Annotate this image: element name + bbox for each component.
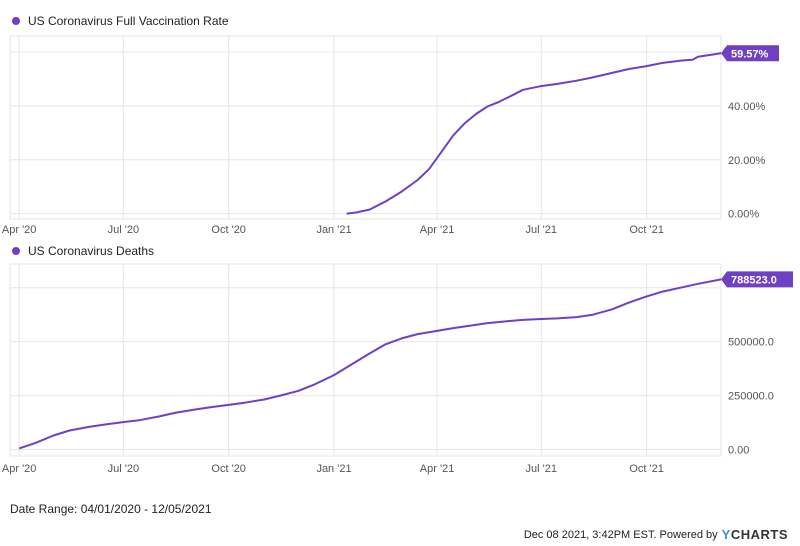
legend-dot-icon [12, 17, 20, 25]
x-tick-label: Oct '20 [211, 463, 246, 475]
legend-label: US Coronavirus Deaths [28, 244, 155, 258]
last-value-label: 59.57% [731, 48, 769, 60]
plot-area [9, 35, 722, 220]
vaccination-line-chart: Apr '20 Jul '20 Oct '20 Jan '21 Apr '21 Jul '… [2, 35, 779, 236]
deaths-line-chart: Apr '20 Jul '20 Oct '20 Jan '21 Apr '21 Jul '… [2, 263, 793, 475]
logo-y: Y [721, 527, 731, 542]
x-tick-label: Oct '21 [629, 224, 664, 236]
legend-deaths: US Coronavirus Deaths [12, 244, 154, 258]
series-line [18, 278, 722, 450]
x-tick-label: Apr '21 [420, 463, 455, 475]
credit-text: Dec 08 2021, 3:42PM EST. Powered by [523, 528, 718, 541]
legend-vaccination: US Coronavirus Full Vaccination Rate [12, 14, 229, 28]
y-tick-label: 500000.0 [728, 337, 774, 349]
footer-credit: Dec 08 2021, 3:42PM EST. Powered by YCHA… [524, 527, 788, 542]
x-tick-label: Oct '20 [211, 224, 246, 236]
plot-area [9, 263, 722, 457]
ycharts-logo[interactable]: YCHARTS [722, 527, 788, 542]
x-tick-label: Jul '21 [526, 463, 557, 475]
vaccination-chart-panel: US Coronavirus Full Vaccination Rate Apr… [0, 0, 800, 240]
deaths-chart-panel: US Coronavirus Deaths Apr '20 Jul '20 Oct … [0, 240, 800, 480]
last-value-tag [721, 45, 779, 62]
x-tick-label: Jul '20 [108, 224, 139, 236]
x-tick-label: Jan '21 [316, 463, 351, 475]
x-tick-label: Apr '20 [2, 224, 37, 236]
last-value-tag [721, 271, 793, 288]
logo-rest: CHARTS [730, 527, 788, 542]
x-tick-label: Oct '21 [629, 463, 664, 475]
legend-dot-icon [12, 247, 20, 255]
x-tick-label: Jul '21 [526, 224, 557, 236]
series-line [346, 52, 722, 215]
last-value-label: 788523.0 [731, 274, 777, 286]
date-range-label: Date Range: 04/01/2020 - 12/05/2021 [10, 502, 212, 516]
x-tick-label: Jan '21 [316, 224, 351, 236]
y-tick-label: 250000.0 [728, 391, 774, 403]
y-tick-label: 20.00% [728, 155, 766, 167]
x-tick-label: Apr '21 [420, 224, 455, 236]
x-tick-label: Jul '20 [108, 463, 139, 475]
y-tick-label: 0.00 [728, 445, 749, 457]
legend-label: US Coronavirus Full Vaccination Rate [28, 14, 229, 28]
x-tick-label: Apr '20 [2, 463, 37, 475]
y-tick-label: 40.00% [728, 101, 766, 113]
y-tick-label: 0.00% [728, 209, 759, 221]
